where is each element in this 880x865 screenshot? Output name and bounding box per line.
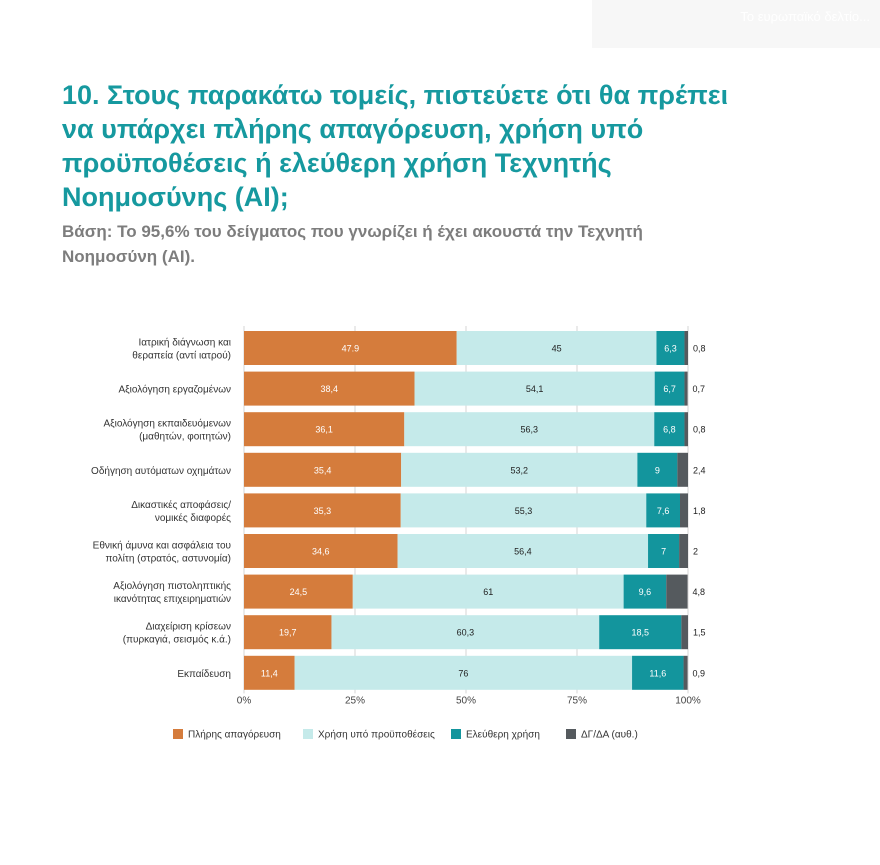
category-label: Εθνική άμυνα και ασφάλεια του πολίτη (στρ… bbox=[93, 540, 231, 565]
data-label: 9 bbox=[655, 465, 660, 475]
data-label: 34,6 bbox=[312, 547, 330, 557]
legend-label: ΔΓ/ΔΑ (αυθ.) bbox=[581, 730, 638, 741]
bar-segment bbox=[397, 534, 649, 568]
bar-segment bbox=[294, 655, 633, 690]
bar-segment bbox=[244, 452, 402, 487]
category-label: Αξιολόγηση εκπαιδευόμενων (μαθητών, φοιτη… bbox=[103, 418, 231, 443]
data-label: 19,7 bbox=[279, 628, 297, 638]
data-label: 36,1 bbox=[315, 425, 333, 435]
data-label: 35,3 bbox=[314, 506, 332, 516]
bar-segment bbox=[244, 493, 401, 528]
legend-swatch bbox=[303, 729, 313, 739]
bar-segment bbox=[681, 615, 688, 650]
bar-segment bbox=[623, 574, 667, 609]
bar-segment bbox=[244, 574, 353, 609]
x-tick-label: 25% bbox=[345, 695, 365, 706]
x-tick-label: 75% bbox=[567, 695, 587, 706]
legend-swatch bbox=[173, 729, 183, 739]
page-subtitle: Βάση: Το 95,6% του δείγματος που γνωρίζε… bbox=[62, 222, 643, 266]
bar-segment bbox=[456, 331, 657, 365]
data-label: 6,8 bbox=[663, 425, 676, 435]
data-label: 7 bbox=[661, 547, 666, 557]
bar-segment bbox=[404, 412, 655, 447]
bar-segment bbox=[352, 574, 624, 609]
data-label: 0,9 bbox=[693, 668, 706, 678]
bar-segment bbox=[683, 655, 688, 690]
data-label: 2,4 bbox=[693, 465, 706, 475]
bar-segment bbox=[656, 331, 685, 365]
data-label: 38,4 bbox=[320, 384, 338, 394]
data-label: 60,3 bbox=[457, 628, 475, 638]
x-tick-label: 50% bbox=[456, 695, 476, 706]
bar-segment bbox=[646, 493, 681, 528]
bar-segment bbox=[654, 412, 685, 447]
bar-segment bbox=[654, 371, 685, 406]
bar-segment bbox=[244, 615, 332, 650]
data-label: 11,6 bbox=[649, 668, 666, 678]
bar-segment bbox=[414, 371, 655, 406]
bar-segment bbox=[244, 371, 415, 406]
legend-swatch bbox=[566, 729, 576, 739]
category-label: Αξιολόγηση πιστοληπτικής ικανότητας επιχε… bbox=[113, 580, 231, 605]
bar-segment bbox=[331, 615, 600, 650]
bar-segment bbox=[632, 655, 684, 690]
data-label: 7,6 bbox=[657, 506, 670, 516]
bar-segment bbox=[244, 655, 295, 690]
bar-segment bbox=[599, 615, 682, 650]
category-label: Οδήγηση αυτόματων οχημάτων bbox=[91, 465, 231, 477]
legend-label: Χρήση υπό προϋποθέσεις bbox=[318, 729, 435, 741]
bar-segment bbox=[244, 412, 405, 447]
data-label: 2 bbox=[693, 547, 698, 557]
data-label: 0,8 bbox=[693, 425, 706, 435]
data-label: 9,6 bbox=[639, 587, 652, 597]
data-label: 6,3 bbox=[664, 344, 677, 354]
bar-segment bbox=[648, 534, 680, 568]
bar-segment bbox=[400, 493, 647, 528]
category-label: Δικαστικές αποφάσεις/νομικές διαφορές bbox=[131, 499, 231, 524]
data-label: 11,4 bbox=[261, 668, 278, 678]
data-label: 56,4 bbox=[514, 547, 532, 557]
data-label: 55,3 bbox=[515, 506, 533, 516]
data-label: 35,4 bbox=[314, 465, 332, 475]
legend-swatch bbox=[451, 729, 461, 739]
legend-label: Ελεύθερη χρήση bbox=[466, 729, 540, 741]
category-label: Διαχείριση κρίσεων (πυρκαγιά, σεισμός κ.ά… bbox=[123, 621, 231, 646]
top-bar: Το ευρωπαϊκό δελτίο... bbox=[592, 0, 880, 48]
bar-segment bbox=[677, 452, 688, 487]
data-label: 4,8 bbox=[693, 587, 706, 597]
category-label: Ιατρική διάγνωση και θεραπεία (αντί ιατρο… bbox=[132, 337, 231, 362]
bar-segment bbox=[244, 534, 398, 568]
x-tick-label: 0% bbox=[237, 695, 252, 706]
data-label: 56,3 bbox=[521, 425, 539, 435]
bar-segment bbox=[401, 452, 638, 487]
data-label: 18,5 bbox=[632, 628, 650, 638]
bar-segment bbox=[679, 534, 688, 568]
data-label: 6,7 bbox=[663, 384, 676, 394]
category-label: Εκπαίδευση bbox=[177, 668, 231, 680]
bar-segment bbox=[244, 331, 457, 365]
data-label: 47.9 bbox=[342, 344, 360, 354]
bar-segment bbox=[684, 412, 688, 447]
legend-label: Πλήρης απαγόρευση bbox=[188, 729, 281, 741]
page-title: 10. Στους παρακάτω τομείς, πιστεύετε ότι… bbox=[62, 80, 729, 212]
bar-segment bbox=[684, 371, 688, 406]
data-label: 53,2 bbox=[511, 465, 529, 475]
data-label: 45 bbox=[552, 344, 562, 354]
data-label: 0,8 bbox=[693, 344, 706, 354]
top-bar-text: Το ευρωπαϊκό δελτίο... bbox=[740, 9, 870, 24]
data-label: 54,1 bbox=[526, 384, 544, 394]
data-label: 24,5 bbox=[290, 587, 308, 597]
bar-segment bbox=[680, 493, 688, 528]
x-tick-label: 100% bbox=[675, 695, 701, 706]
bar-segment bbox=[666, 574, 688, 609]
bar-segment bbox=[637, 452, 678, 487]
bar-segment bbox=[684, 331, 688, 365]
category-label: Αξιολόγηση εργαζομένων bbox=[119, 384, 231, 396]
data-label: 61 bbox=[483, 587, 493, 597]
data-label: 76 bbox=[458, 668, 468, 678]
data-label: 0,7 bbox=[693, 384, 706, 394]
data-label: 1,8 bbox=[693, 506, 706, 516]
data-label: 1,5 bbox=[693, 628, 706, 638]
